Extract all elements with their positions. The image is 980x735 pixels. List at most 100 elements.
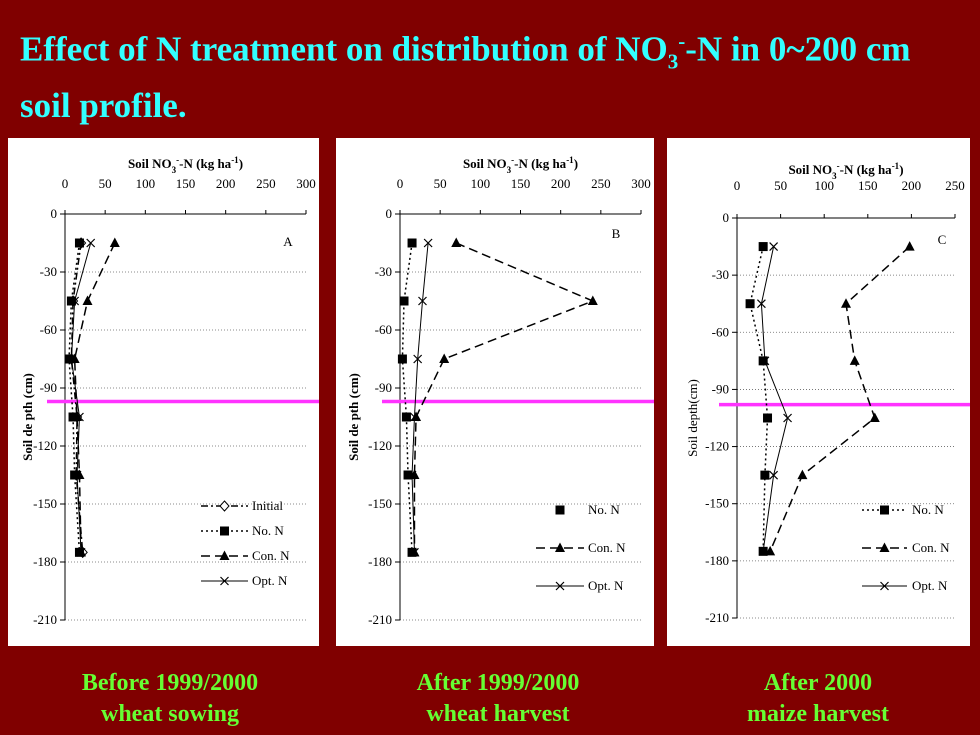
chart-svg: Soil NO3--N (kg ha-1) 0 -30 -60 -90 -120 -150 -… — [685, 161, 970, 625]
x-tick-label: 50 — [99, 176, 112, 191]
y-tick-label: 0 — [51, 206, 58, 221]
caption-line: After 1999/2000 — [416, 670, 580, 696]
chart-svg: Soil NO3--N (kg ha-1) 0 -30 -60 -90 -120 -150 -… — [20, 155, 319, 627]
data-point — [841, 298, 851, 308]
caption-line: After 2000 — [763, 670, 873, 696]
y-axis-title: Soil depth(cm) — [685, 379, 700, 457]
panel-label: C — [938, 232, 947, 247]
data-point — [587, 295, 598, 305]
data-point — [66, 296, 76, 306]
series-line — [70, 242, 92, 553]
caption-before-wheat-sowing: Before 1999/2000 wheat sowing — [40, 668, 300, 730]
data-point — [439, 353, 450, 363]
y-tick-label: -60 — [375, 322, 392, 337]
x-tick-label: 150 — [176, 176, 196, 191]
y-tick-label: -30 — [712, 267, 729, 282]
x-tick-label: 250 — [591, 176, 611, 191]
caption-line: wheat sowing — [100, 701, 239, 727]
x-tick-label: 50 — [434, 176, 447, 191]
series-line — [401, 242, 413, 553]
panel-label: A — [283, 234, 293, 249]
y-tick-label: 0 — [386, 206, 393, 221]
data-point — [904, 241, 915, 251]
data-point — [763, 413, 773, 423]
series-line — [760, 246, 789, 552]
series-line — [413, 242, 595, 553]
y-tick-label: -60 — [40, 322, 57, 337]
x-tick-label: 50 — [774, 178, 787, 193]
y-tick-label: -90 — [40, 380, 57, 395]
chart-panel-c: Soil NO3--N (kg ha-1) 0 -30 -60 -90 -120 -150 -… — [667, 138, 970, 646]
legend-marker — [555, 542, 565, 552]
x-tick-label: 250 — [945, 178, 965, 193]
legend-label: No. N — [252, 523, 284, 538]
x-axis-title: Soil NO3--N (kg ha-1) — [128, 155, 243, 175]
data-point — [407, 238, 417, 248]
data-point — [451, 237, 462, 247]
y-tick-label: -30 — [375, 264, 392, 279]
y-axis-title: Soil de pth (cm) — [346, 373, 361, 461]
x-axis-title: Soil NO3--N (kg ha-1) — [788, 161, 903, 181]
x-tick-label: 200 — [551, 176, 571, 191]
data-point — [109, 237, 120, 247]
data-point — [76, 547, 86, 557]
x-tick-label: 300 — [631, 176, 651, 191]
data-point — [401, 412, 411, 422]
legend: No. N Con. N Opt. N — [862, 502, 950, 593]
y-tick-label: -150 — [368, 496, 392, 511]
series-con-n — [409, 237, 598, 557]
series-line — [68, 242, 81, 553]
chart-svg: Soil NO3--N (kg ha-1) 0 -30 -60 -90 -120 -150 -… — [346, 155, 654, 627]
y-tick-label: -180 — [33, 554, 57, 569]
data-point — [74, 238, 84, 248]
legend: Initial No. N Con. N Opt. N — [201, 498, 290, 588]
y-tick-label: -120 — [705, 439, 729, 454]
legend-label: Opt. N — [252, 573, 288, 588]
caption-line: wheat harvest — [426, 701, 570, 727]
data-point — [797, 469, 808, 480]
data-point — [64, 354, 74, 364]
legend-marker — [879, 542, 890, 552]
legend-label: Opt. N — [588, 578, 624, 593]
data-point — [769, 470, 779, 480]
y-tick-label: -210 — [33, 612, 57, 627]
legend-marker — [220, 526, 229, 536]
legend-marker — [555, 581, 565, 591]
legend: No. N Con. N Opt. N — [536, 502, 626, 593]
x-tick-label: 0 — [397, 176, 404, 191]
y-tick-label: -180 — [705, 553, 729, 568]
data-point — [423, 238, 433, 248]
series-con-n — [765, 241, 915, 556]
data-point — [67, 354, 76, 364]
data-point — [68, 412, 78, 422]
legend-label: No. N — [588, 502, 620, 517]
data-point — [82, 295, 93, 305]
x-tick-label: 150 — [858, 178, 878, 193]
data-point — [413, 354, 423, 364]
legend-marker — [555, 505, 565, 515]
legend-label: Opt. N — [912, 578, 948, 593]
series-no-n — [745, 242, 773, 556]
y-tick-label: -150 — [705, 496, 729, 511]
data-point — [849, 355, 860, 365]
y-tick-label: -90 — [712, 381, 729, 396]
series-opt-n — [756, 242, 793, 556]
data-point — [410, 547, 419, 557]
x-tick-label: 200 — [216, 176, 236, 191]
y-axis-title: Soil de pth (cm) — [20, 373, 35, 461]
legend-marker — [880, 581, 889, 591]
series-line — [411, 242, 429, 553]
y-tick-label: -120 — [33, 438, 57, 453]
series-line — [769, 246, 911, 552]
y-tick-label: -210 — [368, 612, 392, 627]
legend-label: Con. N — [912, 540, 950, 555]
data-point — [758, 242, 768, 252]
data-point — [783, 413, 793, 423]
series-line — [73, 242, 116, 553]
x-tick-label: 100 — [471, 176, 491, 191]
caption-after-wheat-harvest: After 1999/2000 wheat harvest — [368, 668, 628, 730]
x-tick-label: 200 — [902, 178, 922, 193]
data-point — [70, 470, 80, 480]
legend-marker — [219, 550, 230, 560]
chart-panel-a: Soil NO3--N (kg ha-1) 0 -30 -60 -90 -120 -150 -… — [8, 138, 319, 646]
